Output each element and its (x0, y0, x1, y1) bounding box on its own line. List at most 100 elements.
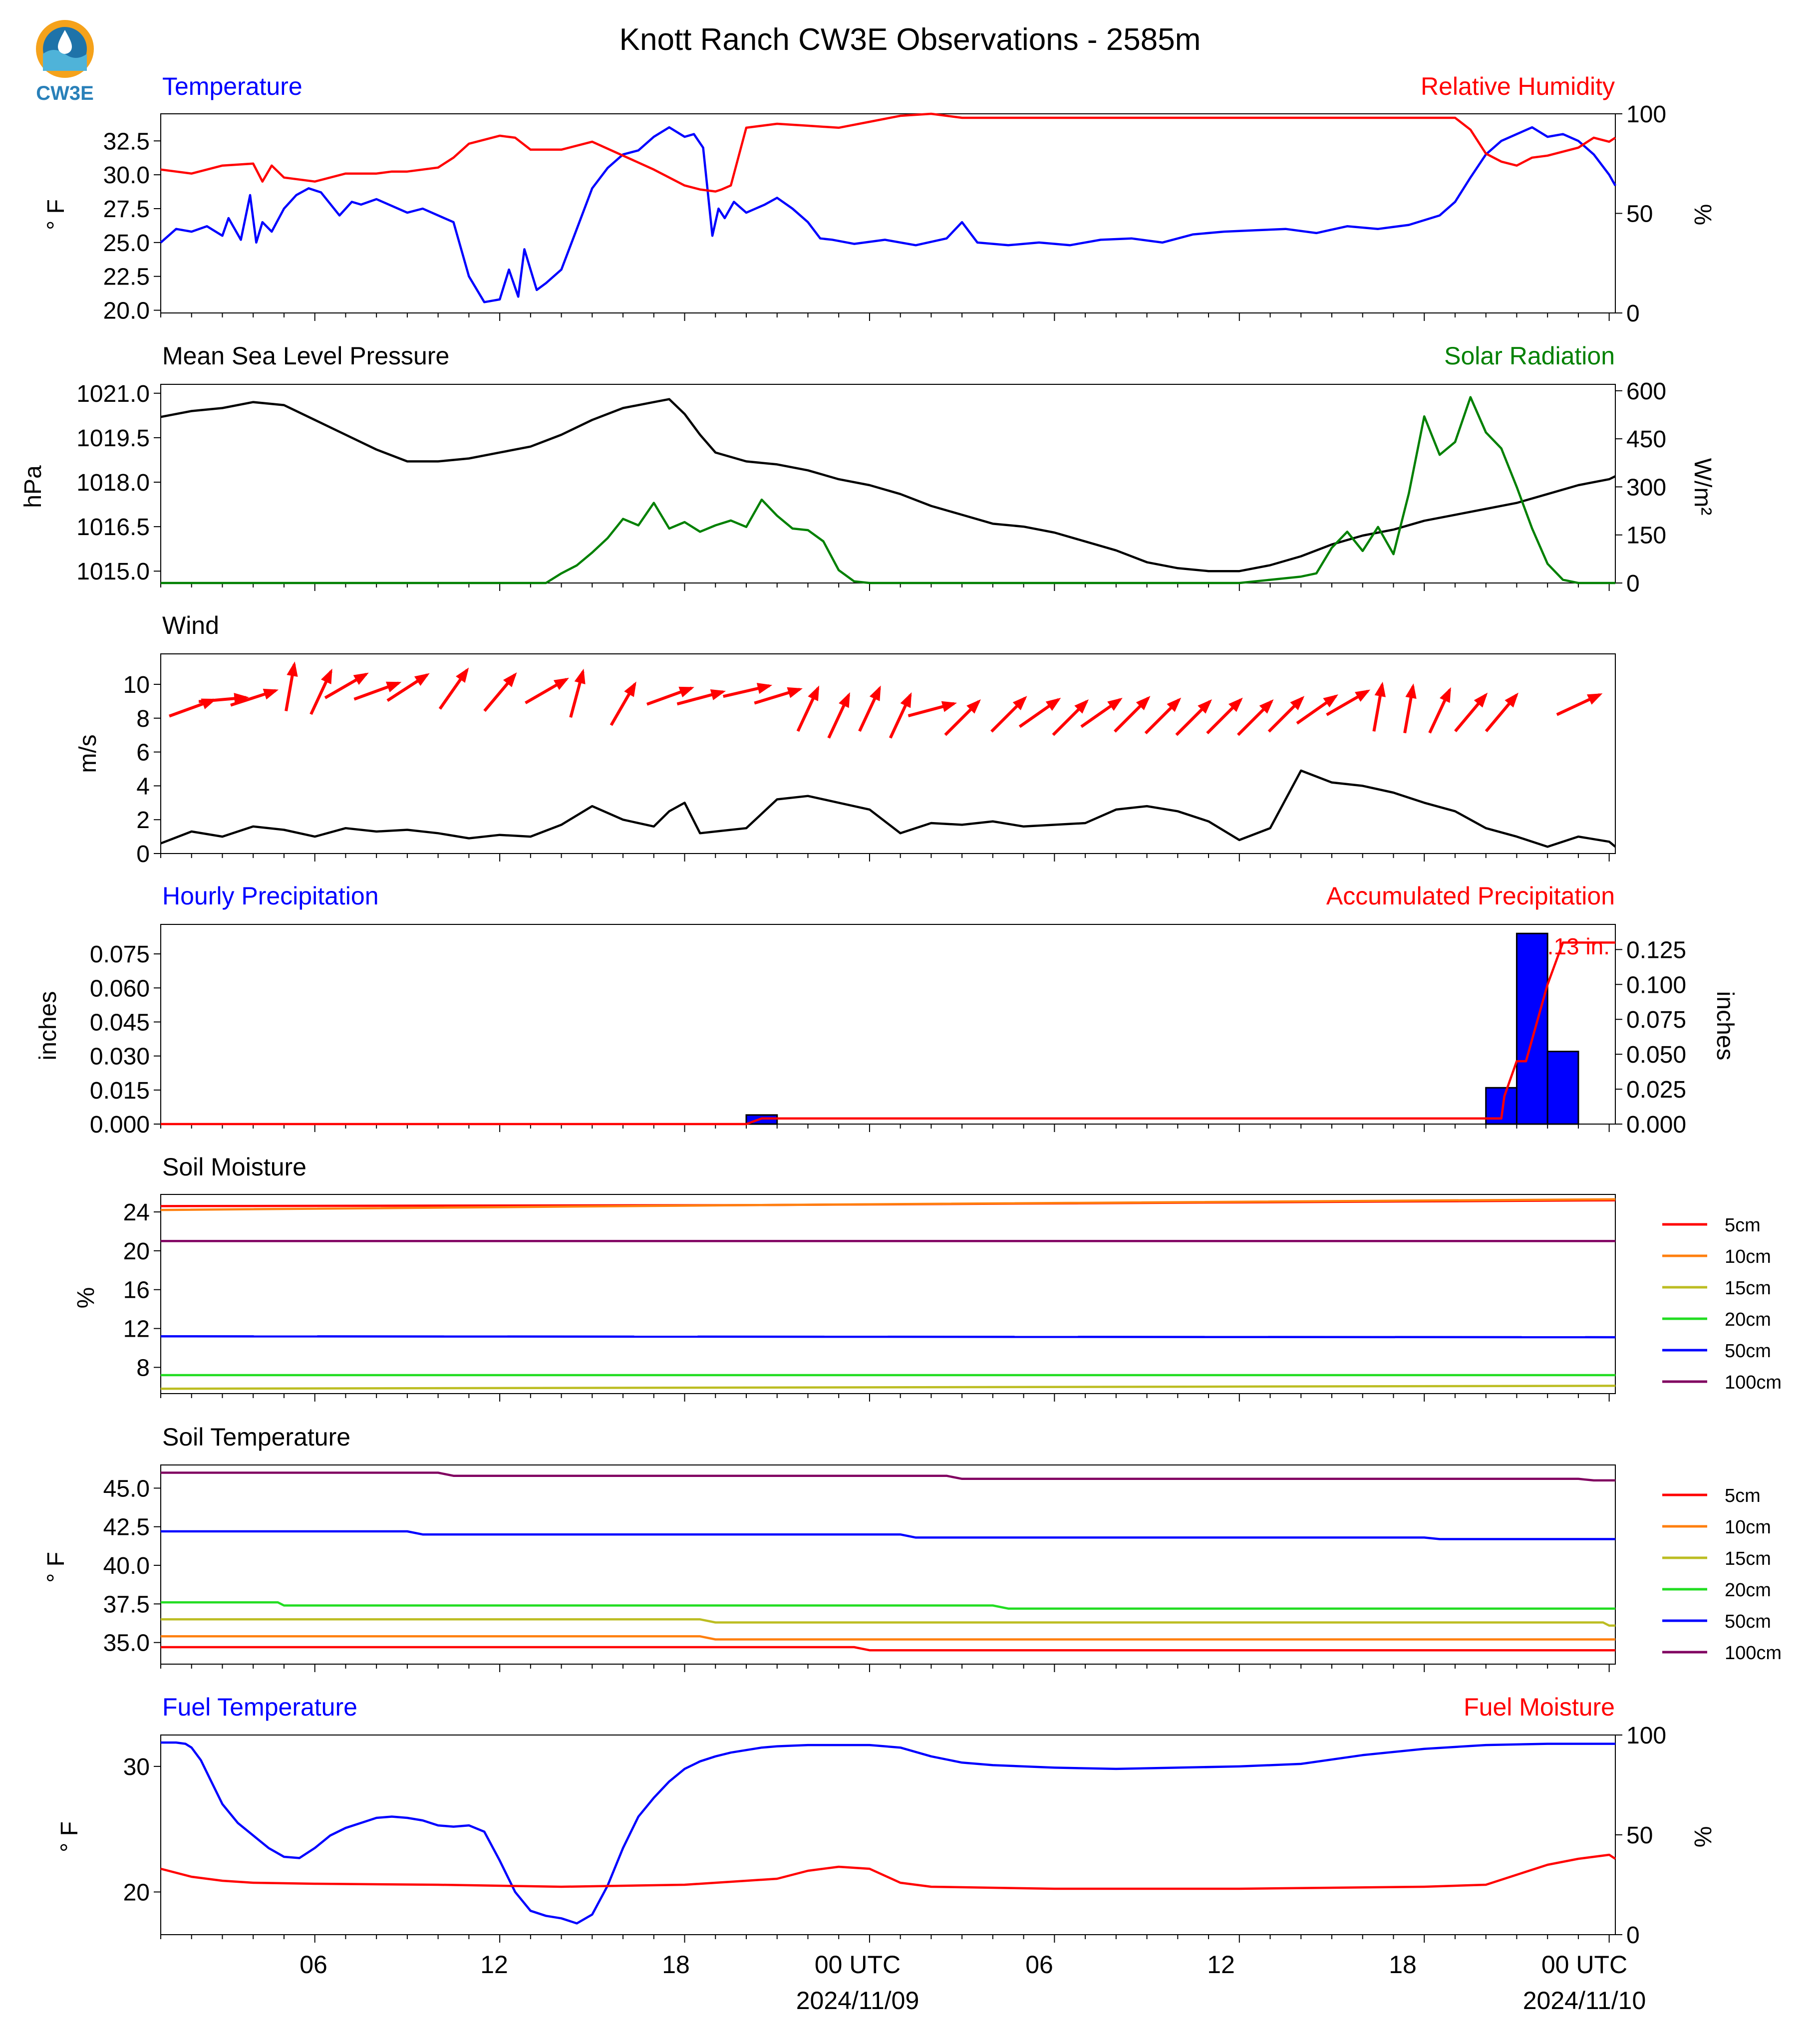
plot-area: 20.022.525.027.530.032.50501001015.01016… (76, 101, 1782, 1949)
x-tick-label: 18 (662, 1951, 690, 1979)
panel-left-unit: ° F (43, 199, 69, 230)
legend-label: 20cm (1725, 1309, 1771, 1330)
panel-precip: Hourly Precipitation Accumulated Precipi… (35, 882, 1738, 1060)
y-tick-label: 8 (136, 706, 150, 732)
panel-left-title: Mean Sea Level Pressure (162, 342, 449, 370)
legend-label: 5cm (1725, 1485, 1761, 1506)
axes-frame (160, 1194, 1616, 1394)
y-tick-label: 42.5 (103, 1514, 150, 1541)
y-tick-label: 32.5 (103, 128, 150, 155)
wind-arrowhead (456, 667, 469, 683)
wind-barbs (169, 661, 1603, 739)
y-tick-label: 1021.0 (76, 381, 150, 407)
y2-tick-label: 100 (1626, 1723, 1666, 1749)
series-line (161, 1471, 1615, 1482)
x-tick-label: 00 UTC (815, 1951, 901, 1979)
panel-left-title: Temperature (162, 72, 303, 100)
wind-arrowhead (710, 689, 726, 700)
panel-right-unit: inches (1712, 991, 1738, 1061)
axes-frame (160, 1735, 1616, 1935)
wind-arrowhead (1505, 692, 1518, 708)
legend-label: 5cm (1725, 1215, 1761, 1236)
x-tick-label: 06 (1025, 1951, 1053, 1979)
wind-arrowhead (1107, 697, 1123, 711)
axes-frame (160, 113, 1616, 313)
axes-frame (160, 384, 1616, 583)
panel-soil-temp: Soil Temperature ° F (43, 1423, 350, 1583)
legend-label: 50cm (1725, 1341, 1771, 1362)
wind-arrowhead (1259, 699, 1274, 714)
series-line (160, 1335, 1616, 1339)
y2-tick-label: 0.075 (1626, 1007, 1686, 1033)
axes-frame (160, 1464, 1616, 1665)
y-tick-label: 25.0 (103, 230, 150, 257)
wind-arrowhead (1045, 697, 1061, 711)
wind-arrowhead (1323, 694, 1338, 708)
y-tick-label: 1015.0 (76, 559, 150, 585)
panel-fuel: Fuel Temperature Fuel Moisture ° F % (56, 1693, 1716, 1852)
series-line (160, 112, 1616, 193)
y-tick-label: 8 (136, 1355, 150, 1381)
y-tick-label: 1018.0 (76, 470, 150, 496)
y2-tick-label: 0 (1626, 571, 1640, 597)
y-tick-label: 0.000 (90, 1112, 150, 1138)
series-line (161, 1618, 1615, 1627)
panel-left-unit: hPa (20, 465, 46, 508)
wind-arrowhead (1440, 687, 1451, 703)
panel-right-title: Relative Humidity (1421, 72, 1615, 100)
series-line (160, 1198, 1616, 1211)
panel-right-title: Fuel Moisture (1464, 1693, 1615, 1721)
panel-right-unit: % (1689, 204, 1716, 226)
axes-frame (160, 653, 1616, 854)
y-tick-label: 4 (136, 773, 150, 800)
y2-tick-label: 300 (1626, 474, 1666, 501)
y2-tick-label: 450 (1626, 426, 1666, 453)
y-tick-label: 0 (136, 841, 150, 868)
wind-arrowhead (1355, 689, 1371, 702)
y-tick-label: 40.0 (103, 1553, 150, 1579)
wind-arrowhead (574, 668, 586, 685)
date-label: 2024/11/10 (1523, 1987, 1646, 2015)
y-tick-label: 12 (123, 1316, 150, 1343)
legend-label: 50cm (1725, 1611, 1771, 1632)
chart-panel-2: 1015.0 1016.5 1018.0 1019.5 1021.0 0 150 300 450… (76, 378, 1666, 597)
y-tick-label: 37.5 (103, 1591, 150, 1618)
panel-left-title: Wind (162, 611, 219, 639)
y-tick-label: 1016.5 (76, 514, 150, 541)
series-line (160, 769, 1616, 848)
y-tick-label: 22.5 (103, 264, 150, 290)
x-tick-label: 12 (480, 1951, 508, 1979)
wind-arrowhead (1198, 699, 1213, 714)
wind-arrowhead (385, 681, 402, 692)
water-drop-icon (58, 30, 72, 54)
y-tick-label: 30.0 (103, 162, 150, 189)
wind-arrowhead (1136, 696, 1151, 710)
panel-left-unit: ° F (56, 1821, 83, 1852)
panel-left-unit: m/s (75, 734, 101, 773)
y2-tick-label: 150 (1626, 523, 1666, 549)
y-tick-label: 6 (136, 740, 150, 766)
y-tick-label: 16 (123, 1277, 150, 1304)
y-tick-label: 0.060 (90, 975, 150, 1002)
y-tick-label: 20 (123, 1238, 150, 1265)
time-axis-labels: 06 12 18 00 UTC 06 12 18 00 UTC 2024/11/… (300, 1951, 1646, 2015)
legend-label: 100cm (1725, 1643, 1782, 1664)
chart-panel-5: 8 12 16 20 24 5cm 10cm 15cm 20cm 50cm 100cm (123, 1194, 1782, 1402)
series-line (160, 1385, 1616, 1390)
legend-label: 10cm (1725, 1246, 1771, 1267)
x-tick-label: 18 (1389, 1951, 1417, 1979)
y-tick-label: 1019.5 (76, 425, 150, 452)
wind-arrowhead (1586, 693, 1603, 705)
panel-right-unit: W/m² (1689, 458, 1716, 516)
chart-panel-3: 0 2 4 6 8 10 (123, 653, 1616, 868)
y-tick-label: 20 (123, 1879, 150, 1906)
x-tick-label: 00 UTC (1541, 1951, 1627, 1979)
wind-arrowhead (353, 672, 369, 685)
y-tick-label: 2 (136, 807, 150, 834)
series-line (161, 396, 1615, 584)
wind-arrowhead (1012, 696, 1027, 710)
wind-arrowhead (1290, 696, 1305, 710)
logo-text: CW3E (36, 82, 94, 104)
y-tick-label: 0.075 (90, 941, 150, 968)
